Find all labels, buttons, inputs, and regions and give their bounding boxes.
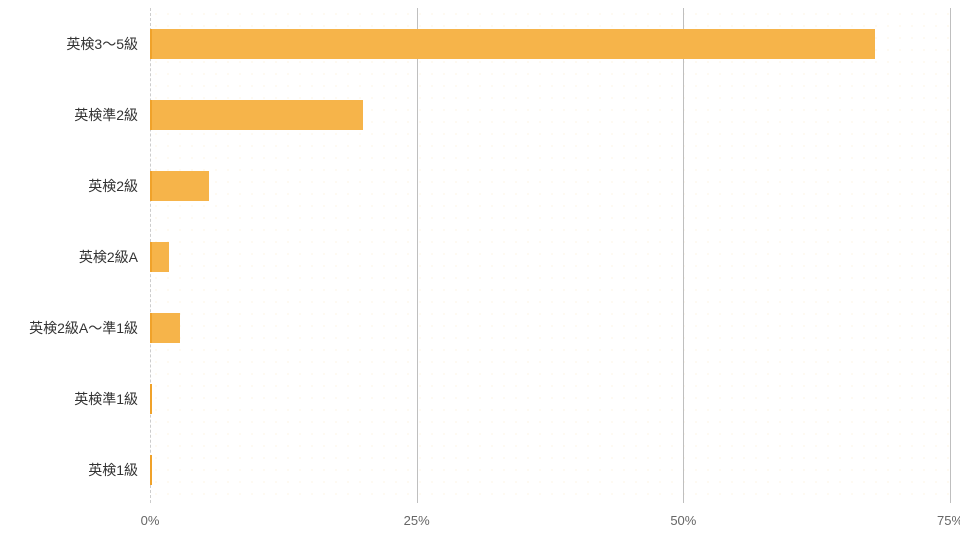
bar bbox=[150, 29, 875, 59]
x-tick-label: 0% bbox=[141, 513, 160, 528]
category-label: 英検2級A～準1級 bbox=[0, 321, 138, 335]
x-tick-label: 75% bbox=[937, 513, 960, 528]
category-label: 英検1級 bbox=[0, 463, 138, 477]
category-label: 英検3～5級 bbox=[0, 37, 138, 51]
bar bbox=[150, 242, 169, 272]
bar-row bbox=[150, 171, 950, 201]
category-label: 英検準1級 bbox=[0, 392, 138, 406]
bar bbox=[150, 455, 152, 485]
chart-container: 英検3～5級英検準2級英検2級英検2級A 英検2級A～準1級英検準1級英検1級 0… bbox=[0, 0, 960, 540]
bar bbox=[150, 384, 152, 414]
bar bbox=[150, 100, 363, 130]
bar-row bbox=[150, 242, 950, 272]
bar bbox=[150, 313, 180, 343]
category-label: 英検準2級 bbox=[0, 108, 138, 122]
bar-row bbox=[150, 313, 950, 343]
bar-row bbox=[150, 29, 950, 59]
category-label: 英検2級A bbox=[0, 250, 138, 264]
bar-row bbox=[150, 100, 950, 130]
x-tick-label: 25% bbox=[404, 513, 430, 528]
bar-row bbox=[150, 384, 950, 414]
plot-area bbox=[150, 8, 950, 503]
x-tick-label: 50% bbox=[670, 513, 696, 528]
bar-row bbox=[150, 455, 950, 485]
bar bbox=[150, 171, 209, 201]
gridline bbox=[950, 8, 951, 503]
category-label: 英検2級 bbox=[0, 179, 138, 193]
